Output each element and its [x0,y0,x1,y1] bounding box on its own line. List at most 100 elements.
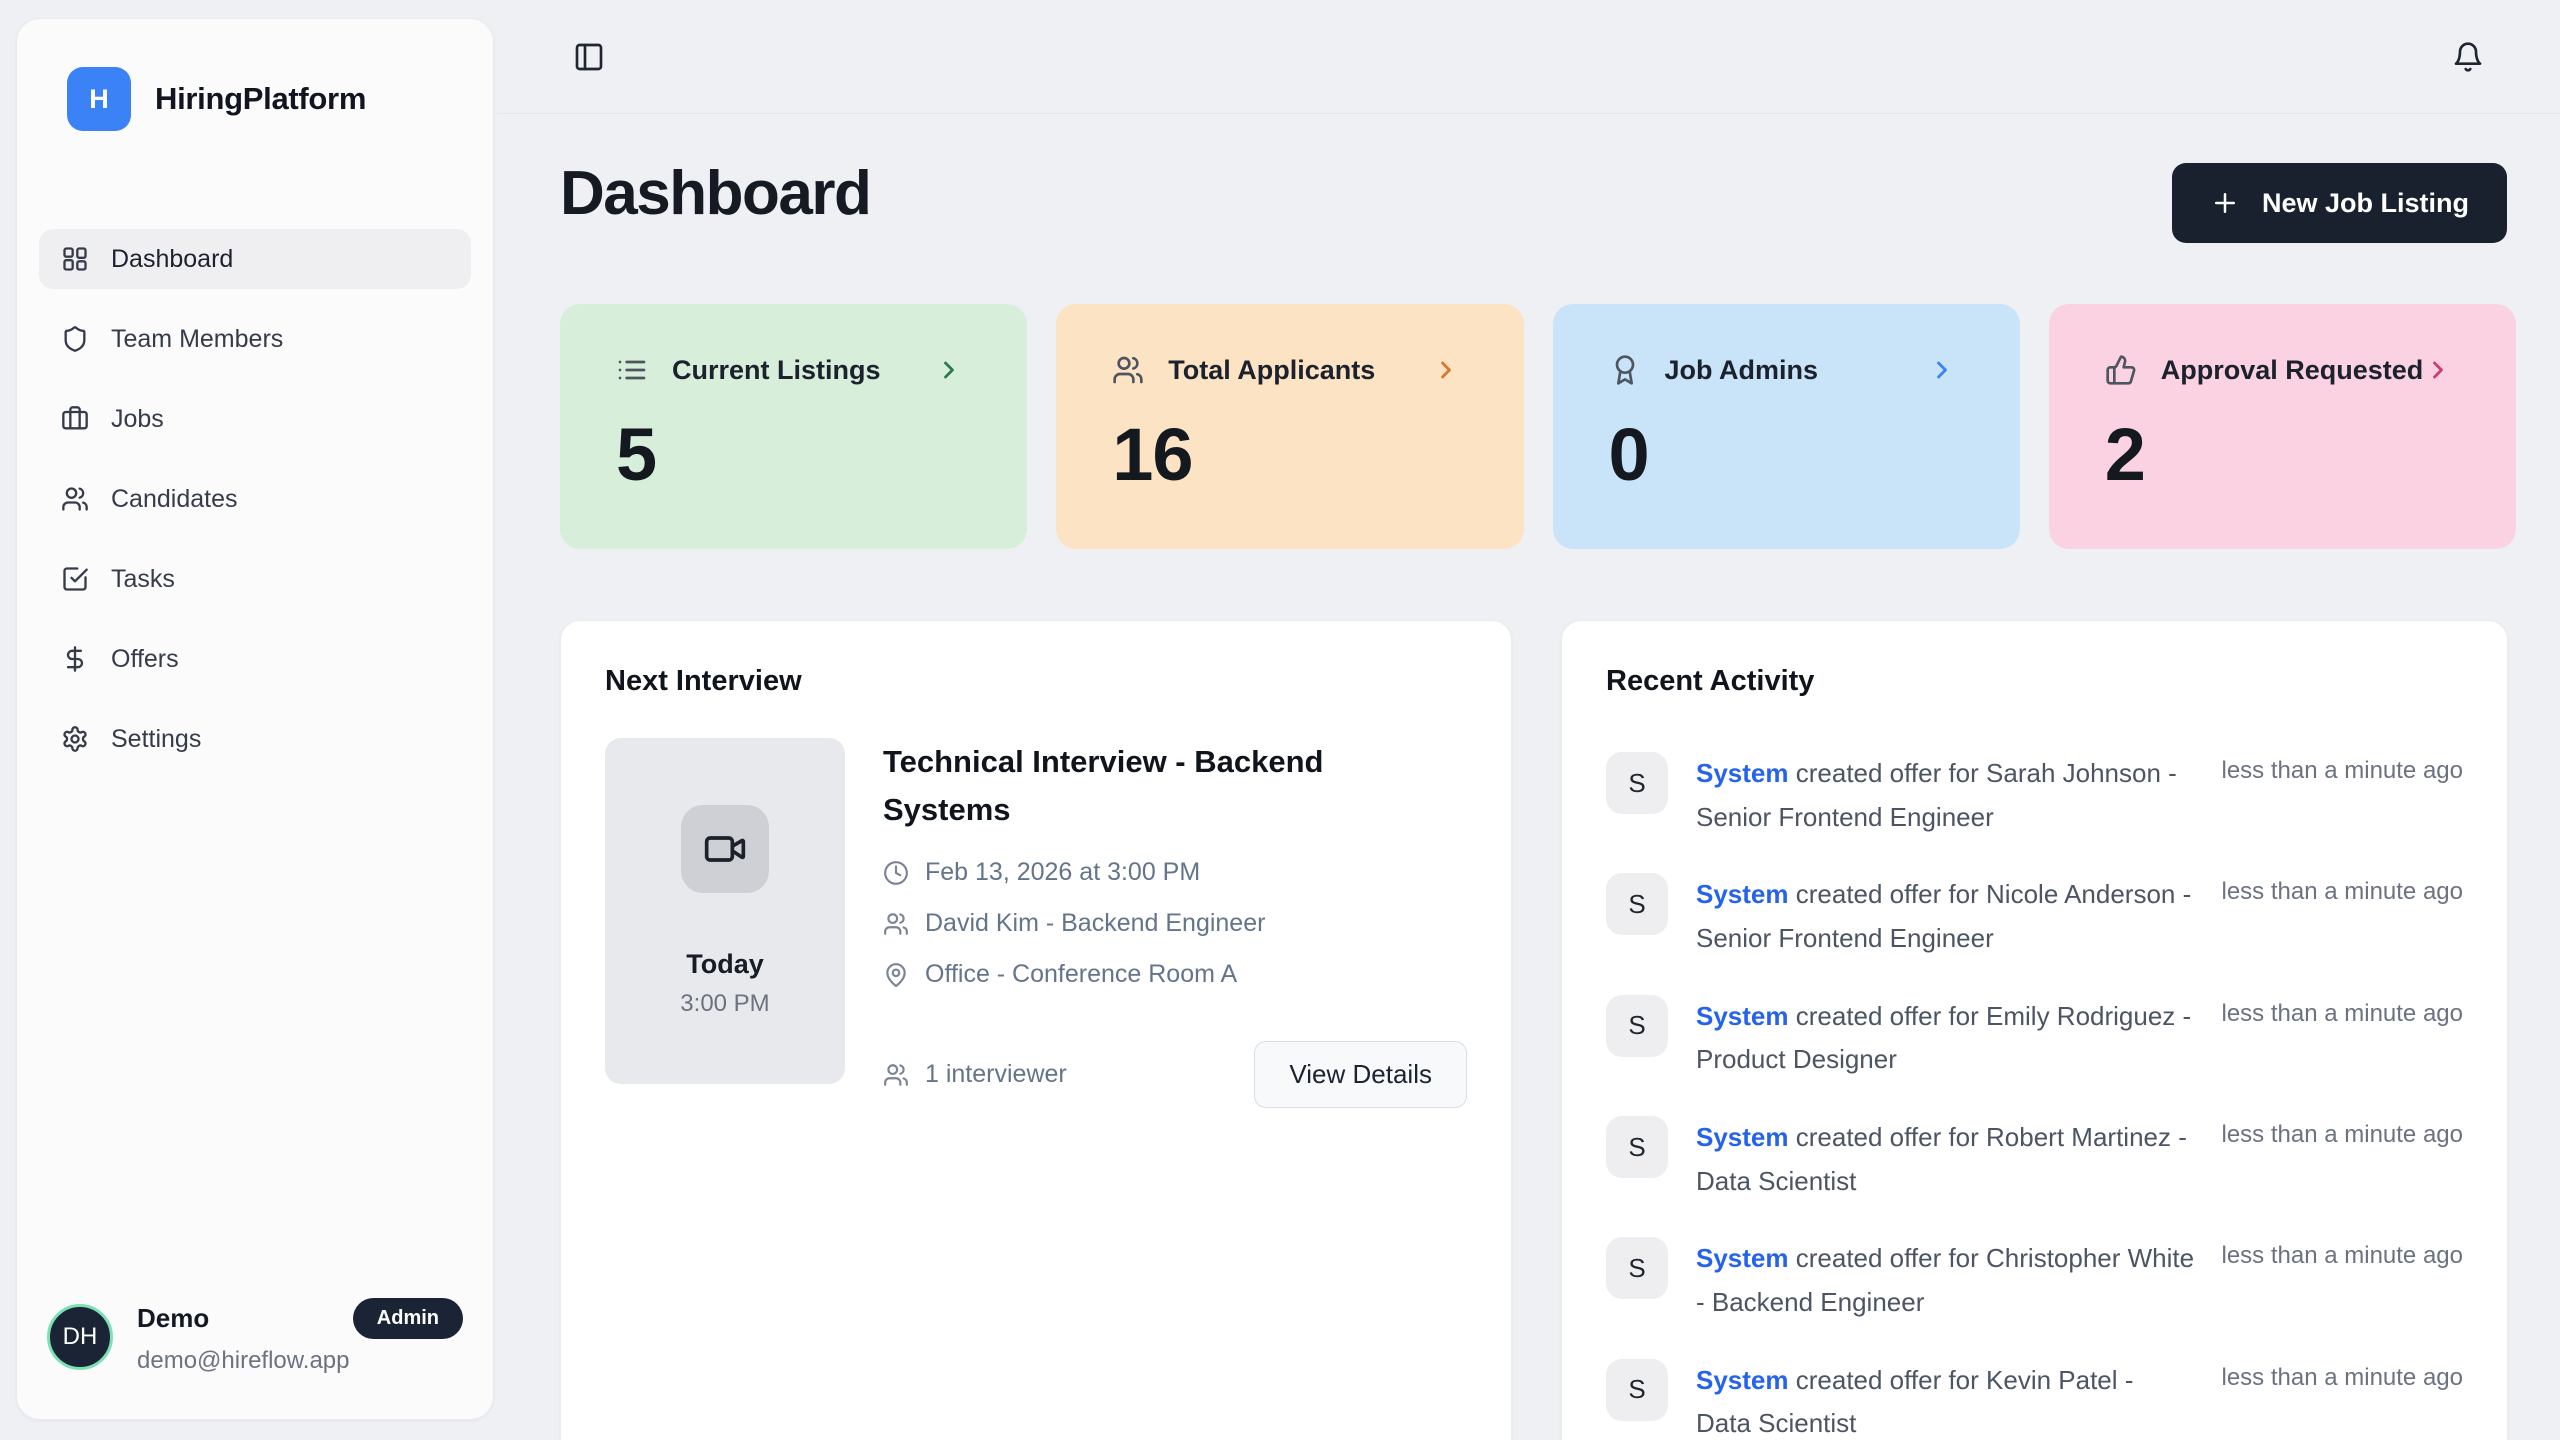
activity-actor: System [1696,758,1789,788]
role-badge: Admin [352,1298,463,1339]
activity-text: System created offer for Nicole Anderson… [1696,879,2192,954]
interview-candidate: David Kim - Backend Engineer [925,909,1266,938]
sidebar-item-offers[interactable]: Offers [39,629,471,689]
plus-icon [2210,188,2240,218]
sidebar-item-label: Dashboard [111,244,234,273]
dollar-icon [61,645,89,673]
activity-avatar: S [1606,1237,1668,1300]
next-interview-card: Next Interview Today 3:00 PM Technical I… [560,620,1512,1440]
activity-text: System created offer for Sarah Johnson -… [1696,758,2177,832]
stat-label: Current Listings [672,354,881,385]
activity-timestamp: less than a minute ago [2221,1121,2464,1149]
users-icon [884,912,908,935]
activity-actor: System [1696,1000,1789,1031]
brand: H HiringPlatform [39,67,471,131]
sidebar-item-settings[interactable]: Settings [39,709,471,769]
sidebar-toggle-button[interactable] [573,41,605,73]
activity-avatar: S [1606,1358,1668,1421]
activity-actor: System [1696,1243,1789,1274]
interview-location-row: Office - Conference Room A [883,960,1467,989]
new-job-listing-label: New Job Listing [2262,187,2470,218]
sidebar-menu: Dashboard Team Members Jobs Candidates T… [39,229,471,769]
user-info: Demo Admin demo@hireflow.app [137,1298,463,1375]
interview-thumbnail: Today 3:00 PM [605,738,845,1084]
activity-item: S System created offer for Sarah Johnson… [1606,752,2463,839]
stat-card-approval-requested[interactable]: Approval Requested 2 [2048,304,2516,549]
avatar: DH [47,1303,113,1370]
recent-activity-card: Recent Activity S System created offer f… [1561,620,2508,1440]
interview-location: Office - Conference Room A [925,960,1238,989]
recent-activity-title: Recent Activity [1606,665,1815,697]
activity-item: S System created offer for Emily Rodrigu… [1606,994,2464,1082]
sidebar-item-team-members[interactable]: Team Members [39,309,471,369]
video-icon [681,804,769,893]
sidebar-item-candidates[interactable]: Candidates [39,469,471,529]
activity-avatar: S [1606,873,1668,936]
layout-dashboard-icon [61,245,89,273]
page-title: Dashboard [560,159,872,228]
activity-text: System created offer for Robert Martinez… [1696,1122,2187,1196]
activity-actor: System [1696,1364,1789,1395]
sidebar-item-dashboard[interactable]: Dashboard [39,229,471,289]
activity-text: System created offer for Emily Rodriguez… [1696,1000,2192,1075]
activity-actor: System [1696,879,1789,910]
interview-title: Technical Interview - Backend Systems [883,744,1324,828]
topbar [497,0,2560,114]
stat-card-current-listings[interactable]: Current Listings 5 [560,304,1028,549]
stat-label: Total Applicants [1168,354,1376,385]
sidebar: H HiringPlatform Dashboard Team Members … [16,18,494,1420]
users-icon [884,1063,908,1086]
new-job-listing-button[interactable]: New Job Listing [2172,163,2508,243]
stat-value: 16 [1112,413,1193,496]
shield-icon [61,325,89,353]
activity-avatar: S [1606,994,1668,1057]
users-icon [1113,356,1143,384]
user-email: demo@hireflow.app [137,1347,350,1374]
stat-card-total-applicants[interactable]: Total Applicants 16 [1056,304,1524,549]
sidebar-item-label: Jobs [111,404,164,433]
interview-day: Today [686,948,764,979]
activity-item: S System created offer for Robert Martin… [1606,1116,2463,1203]
sidebar-item-label: Candidates [111,484,238,513]
stat-value: 2 [2104,413,2146,496]
activity-actor: System [1696,1122,1789,1153]
brand-name: HiringPlatform [155,81,367,116]
chevron-right-icon [1432,356,1460,384]
stat-card-job-admins[interactable]: Job Admins 0 [1552,304,2020,549]
activity-timestamp: less than a minute ago [2221,878,2464,906]
bell-icon [2452,41,2484,73]
users-icon [61,485,89,513]
sidebar-user[interactable]: DH Demo Admin demo@hireflow.app [39,1298,471,1375]
brand-logo: H [67,67,131,131]
chevron-right-icon [1928,356,1956,384]
chevron-right-icon [935,356,963,384]
activity-text: System created offer for Kevin Patel - D… [1696,1364,2134,1439]
stat-label: Approval Requested [2160,354,2424,385]
sidebar-item-label: Team Members [111,324,284,353]
stat-label: Job Admins [1664,354,1819,385]
view-details-button[interactable]: View Details [1254,1041,1467,1109]
activity-avatar: S [1606,752,1668,814]
sidebar-item-label: Settings [111,724,202,753]
activity-timestamp: less than a minute ago [2221,1242,2464,1270]
stats-row: Current Listings 5 Total Applicants 16 J… [560,304,2516,549]
activity-item: S System created offer for Kevin Patel -… [1606,1358,2463,1440]
interviewer-count: 1 interviewer [883,1060,1067,1089]
thumbs-up-icon [2106,355,2136,385]
interview-candidate-row: David Kim - Backend Engineer [883,909,1467,938]
gear-icon [61,725,89,753]
map-pin-icon [886,962,906,987]
sidebar-item-tasks[interactable]: Tasks [39,549,471,609]
activity-text: System created offer for Christopher Whi… [1696,1243,2195,1318]
activity-timestamp: less than a minute ago [2221,757,2464,784]
sidebar-item-jobs[interactable]: Jobs [39,389,471,449]
interview-datetime-row: Feb 13, 2026 at 3:00 PM [883,858,1467,887]
panel-left-icon [573,41,605,73]
interview-time: 3:00 PM [680,989,770,1017]
notifications-button[interactable] [2452,41,2484,73]
activity-timestamp: less than a minute ago [2221,999,2464,1027]
award-icon [1615,355,1634,385]
sidebar-item-label: Offers [111,644,179,673]
activity-avatar: S [1606,1116,1668,1179]
stat-value: 5 [616,413,657,496]
